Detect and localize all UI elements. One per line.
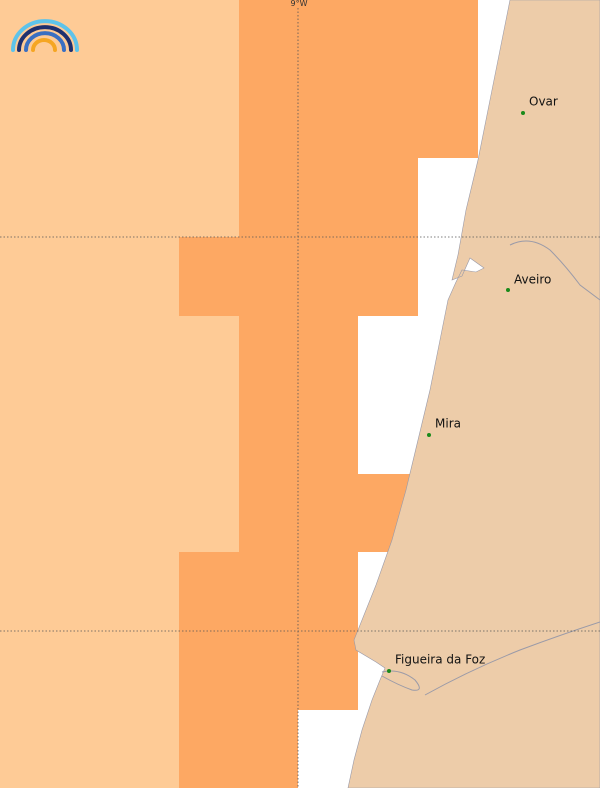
- place-marker: [521, 111, 525, 115]
- river: [509, 240, 600, 301]
- place-marker: [506, 288, 510, 292]
- place-label: Aveiro: [514, 273, 551, 287]
- place-label: Figueira da Foz: [395, 653, 485, 667]
- river: [381, 621, 600, 696]
- land: [347, 0, 600, 788]
- place-marker: [387, 669, 391, 673]
- place-label: Ovar: [529, 95, 558, 109]
- zone-light: [0, 0, 239, 788]
- logo: [11, 19, 79, 52]
- place-label: Mira: [435, 417, 461, 431]
- place-marker: [427, 433, 431, 437]
- zone-dark: [179, 0, 478, 788]
- graticule-label: 9°W: [291, 0, 308, 8]
